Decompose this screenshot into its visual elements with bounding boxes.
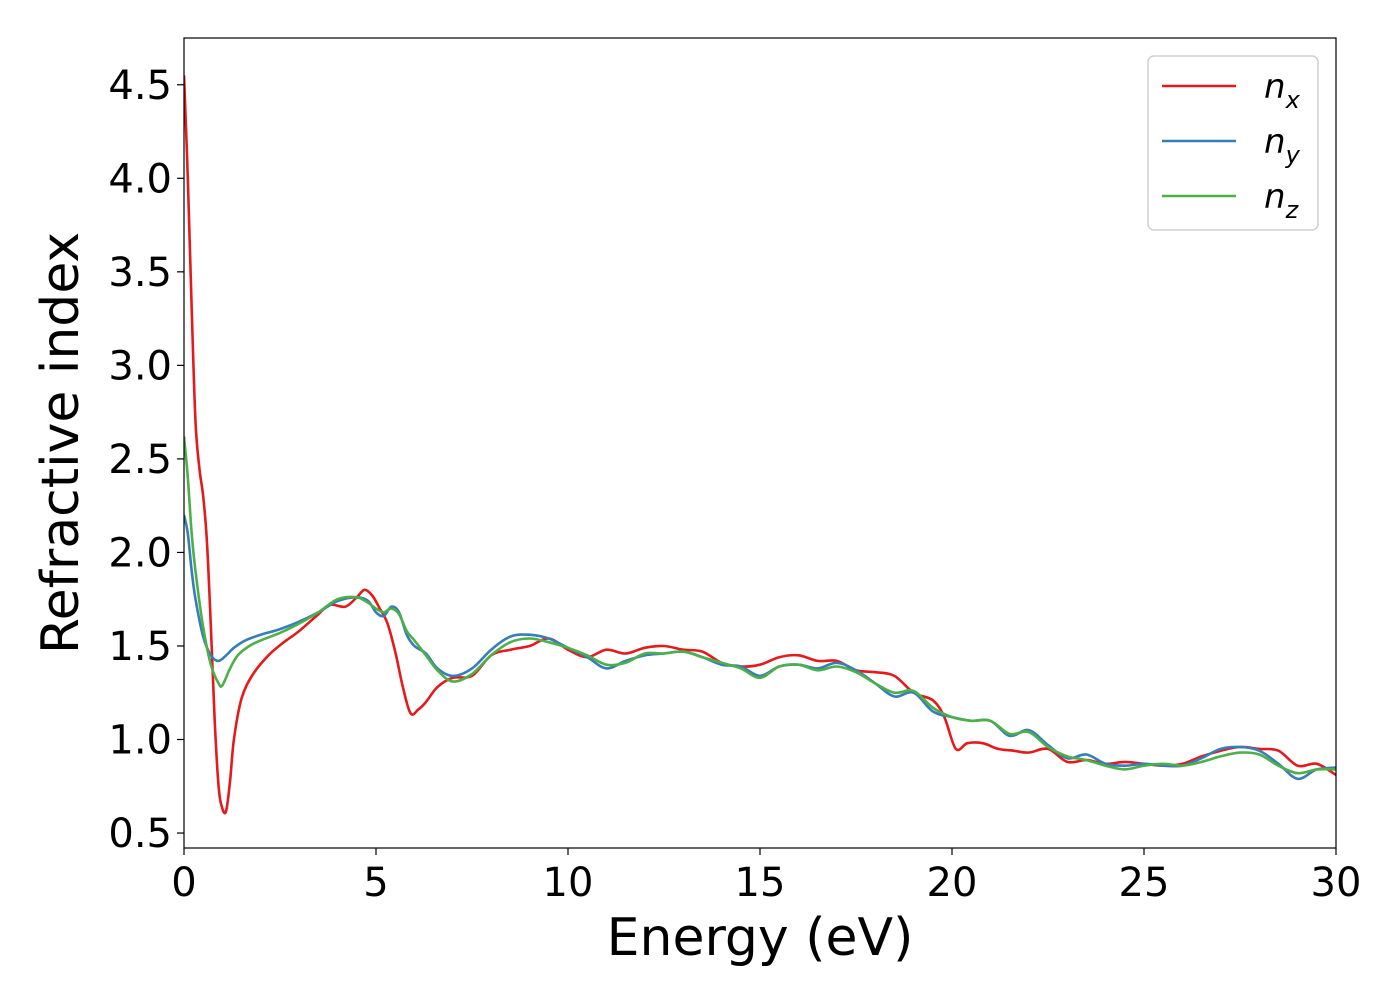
y-tick-label: 1.0: [108, 718, 172, 764]
legend-label-y: ny: [1264, 122, 1301, 169]
y-tick-label: 4.5: [108, 63, 172, 109]
legend-label-subscript: z: [1285, 196, 1300, 224]
series-layer: [184, 75, 1336, 815]
x-tick-label: 30: [1311, 860, 1362, 906]
legend-label-base: n: [1264, 177, 1286, 217]
series-line-z: [184, 436, 1336, 775]
legend-label-base: n: [1264, 67, 1286, 107]
x-tick-label: 15: [735, 860, 786, 906]
legend-label-x: nx: [1264, 67, 1301, 114]
legend-label-z: nz: [1264, 177, 1300, 224]
y-tick-label: 4.0: [108, 156, 172, 202]
x-tick-label: 0: [171, 860, 196, 906]
x-tick-label: 10: [543, 860, 594, 906]
y-axis: 0.5 1.0 1.5 2.0 2.5 3.0 3.5 4.0 4.5: [108, 63, 184, 857]
legend-box: [1147, 55, 1319, 231]
y-tick-label: 2.5: [108, 437, 172, 483]
y-tick-label: 2.0: [108, 530, 172, 576]
y-tick-label: 3.0: [108, 343, 172, 389]
y-tick-label: 3.5: [108, 250, 172, 296]
y-tick-label: 0.5: [108, 811, 172, 857]
legend-label-subscript: y: [1285, 141, 1301, 169]
y-tick-label: 1.5: [108, 624, 172, 670]
x-axis-title: Energy (eV): [607, 908, 914, 968]
x-tick-label: 20: [927, 860, 978, 906]
x-tick-label: 25: [1119, 860, 1170, 906]
legend-label-subscript: x: [1285, 86, 1301, 114]
legend-label-base: n: [1264, 122, 1286, 162]
x-tick-label: 5: [363, 860, 388, 906]
y-axis-title: Refractive index: [31, 232, 91, 654]
x-axis: 0 5 10 15 20 25 30: [171, 848, 1361, 906]
